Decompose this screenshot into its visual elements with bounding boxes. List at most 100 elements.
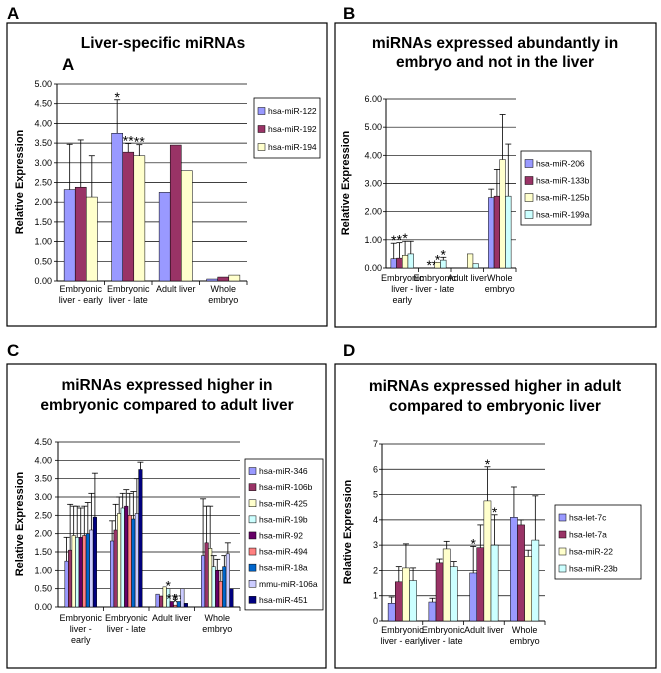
y-tick-label: 7 <box>373 439 378 449</box>
y-tick-label: 6.00 <box>364 94 382 104</box>
legend-swatch <box>257 107 266 115</box>
y-tick-label: 0.00 <box>34 276 52 286</box>
legend-entry: hsa-miR-206 <box>536 159 585 169</box>
legend-entry: hsa-miR-125b <box>536 193 590 203</box>
legend-entry: hsa-miR-122 <box>268 106 317 116</box>
x-category-label: liver - early <box>380 636 425 646</box>
legend-entry: hsa-miR-192 <box>268 124 317 134</box>
bar <box>488 197 495 269</box>
bar <box>505 195 512 269</box>
x-category-label: Adult liver <box>464 625 504 635</box>
significance-marker: * <box>165 578 171 594</box>
chart-title: compared to embryonic liver <box>389 398 601 415</box>
legend-entry: hsa-let-7c <box>569 513 607 523</box>
y-tick-label: 0.00 <box>34 602 52 612</box>
chart-title: embryo and not in the liver <box>396 54 594 71</box>
y-tick-label: 2.50 <box>34 510 52 520</box>
bar <box>469 572 477 622</box>
y-tick-label: 3.00 <box>34 492 52 502</box>
y-tick-label: 4.50 <box>34 437 52 447</box>
bar <box>450 566 458 622</box>
x-category-label: Whole <box>204 613 230 623</box>
legend-swatch <box>558 564 567 573</box>
y-tick-label: 0.00 <box>364 263 382 273</box>
y-tick-label: 4.50 <box>34 99 52 109</box>
legend-swatch <box>248 547 257 556</box>
bar <box>89 529 94 608</box>
legend-entry: hsa-miR-425 <box>259 498 308 508</box>
bar <box>394 581 403 622</box>
bar <box>127 515 132 608</box>
legend-swatch <box>248 499 257 507</box>
legend-entry: hsa-miR-18a <box>259 563 308 573</box>
bar <box>218 581 223 608</box>
bar <box>110 540 115 608</box>
bar <box>71 535 76 608</box>
x-category-label: early <box>71 635 91 645</box>
bar <box>183 603 188 608</box>
significance-marker: * <box>391 232 397 248</box>
bar <box>499 159 506 269</box>
y-tick-label: 2.00 <box>34 197 52 207</box>
x-category-label: liver - late <box>424 636 463 646</box>
legend-swatch <box>524 159 534 168</box>
y-tick-label: 4.00 <box>364 150 382 160</box>
bar <box>407 253 414 269</box>
x-category-label: Adult liver <box>156 284 196 294</box>
bar <box>229 588 234 608</box>
x-category-label: Adult liver <box>447 273 487 283</box>
bar <box>158 192 171 282</box>
y-axis-label: Relative Expression <box>342 479 354 584</box>
x-category-label: embryo <box>485 284 515 294</box>
bar <box>201 555 206 608</box>
y-tick-label: 1.50 <box>34 217 52 227</box>
legend-swatch <box>558 513 567 522</box>
bar <box>206 278 218 282</box>
panel-frame <box>334 22 657 328</box>
bar <box>204 542 209 608</box>
significance-marker: ** <box>134 134 145 150</box>
y-tick-label: 1 <box>373 591 378 601</box>
legend-entry: hsa-miR-106b <box>259 482 313 492</box>
bar <box>387 603 396 622</box>
legend-entry: hsa-miR-23b <box>569 564 618 574</box>
x-category-label: liver - early <box>59 295 104 305</box>
significance-marker: ** <box>166 591 177 607</box>
legend-entry: hsa-miR-346 <box>259 466 308 476</box>
y-tick-label: 5 <box>373 490 378 500</box>
x-category-label: liver - late <box>109 295 148 305</box>
bar <box>134 513 139 608</box>
bar <box>390 258 397 269</box>
x-category-label: Embryonic <box>105 613 148 623</box>
bar <box>483 500 492 622</box>
y-tick-label: 4 <box>373 515 378 525</box>
y-tick-label: 2.00 <box>34 529 52 539</box>
bar <box>396 257 403 269</box>
y-tick-label: 0.50 <box>34 256 52 266</box>
bar <box>490 544 499 622</box>
x-category-label: Embryonic <box>381 625 424 635</box>
y-tick-label: 2.00 <box>364 207 382 217</box>
legend-swatch <box>558 530 567 539</box>
bar <box>111 133 123 282</box>
bar <box>435 562 444 622</box>
chart-title: miRNAs expressed higher in <box>61 377 272 394</box>
y-tick-label: 3.00 <box>34 158 52 168</box>
x-category-label: liver - <box>391 284 413 294</box>
bar <box>155 593 160 608</box>
significance-marker: * <box>492 504 498 520</box>
legend-swatch <box>558 547 567 556</box>
x-category-label: Whole <box>487 273 513 283</box>
bar <box>531 539 540 622</box>
bar <box>524 556 533 622</box>
significance-marker: * <box>485 456 491 472</box>
bar <box>225 553 230 608</box>
bar <box>217 276 230 282</box>
y-tick-label: 1.00 <box>34 565 52 575</box>
legend-swatch <box>248 563 257 572</box>
bar <box>181 170 193 282</box>
bar <box>215 570 220 608</box>
panel-letter: B <box>343 4 355 23</box>
